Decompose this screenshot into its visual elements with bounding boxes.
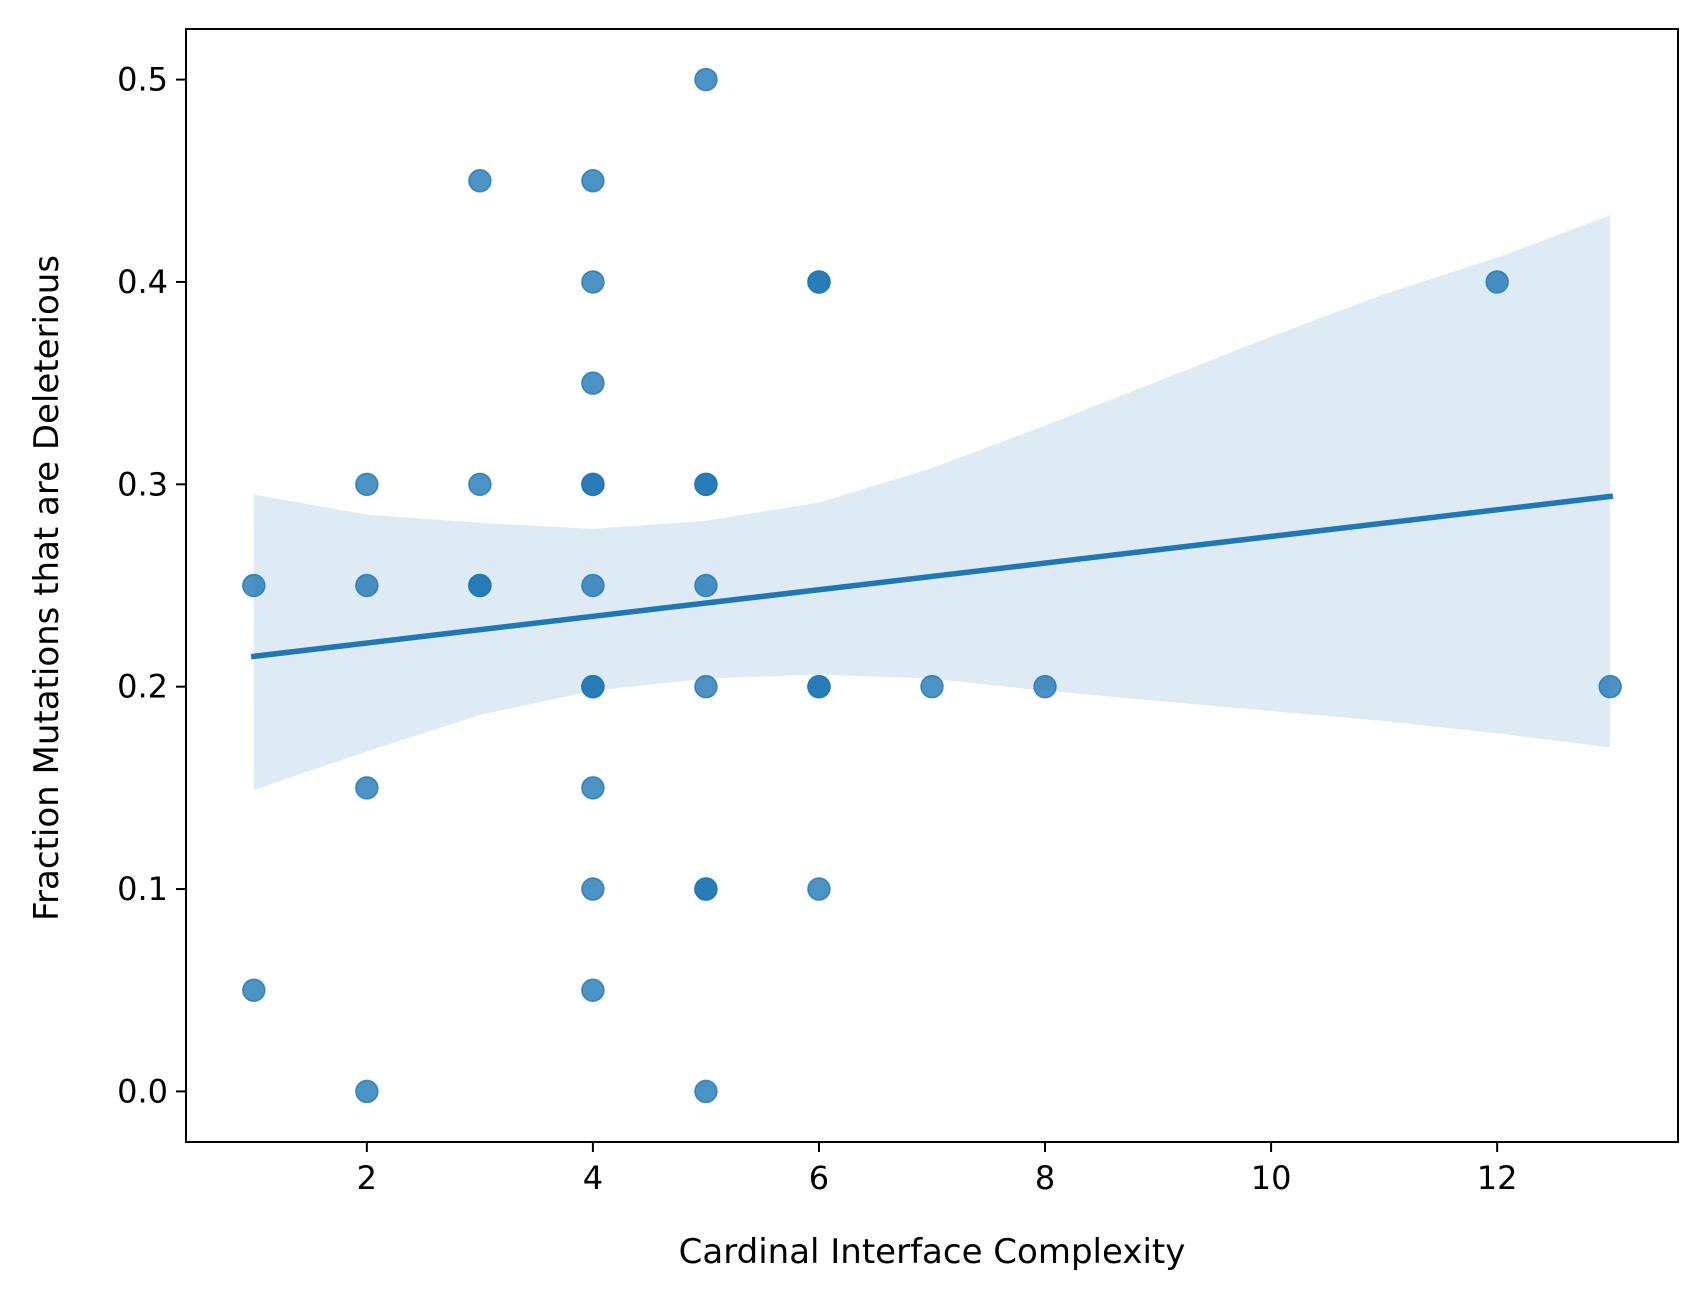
scatter-point (242, 978, 266, 1002)
scatter-point (468, 472, 492, 497)
plot-frame (185, 28, 1679, 1143)
y-axis-label: Fraction Mutations that are Deleterious (27, 255, 67, 921)
y-tick-label: 0.3 (117, 465, 168, 503)
scatter-point (1598, 674, 1622, 699)
scatter-point (1485, 270, 1509, 294)
scatter-point (468, 169, 492, 193)
x-tick-label: 12 (1477, 1159, 1518, 1197)
x-axis: 2 4 6 8 10 12 (357, 1142, 1518, 1197)
scatter-point (807, 270, 831, 294)
scatter-point (694, 67, 718, 92)
x-tick-label: 6 (809, 1159, 829, 1197)
y-tick-label: 0.2 (117, 668, 168, 706)
regression-line (250, 493, 1614, 660)
y-tick-label: 0.5 (117, 61, 168, 99)
scatter-point (694, 1079, 718, 1104)
scatter-point (807, 877, 831, 901)
scatter-point (694, 674, 718, 699)
scatter-point (242, 573, 266, 598)
x-axis-label: Cardinal Interface Complexity (679, 1232, 1186, 1272)
regression-line-layer (250, 493, 1614, 660)
x-tick-label: 8 (1035, 1159, 1055, 1197)
points-layer (242, 67, 1622, 1104)
y-tick-label: 0.0 (117, 1072, 168, 1110)
scatter-point (581, 877, 605, 901)
x-tick-label: 2 (357, 1159, 377, 1197)
scatter-point (468, 573, 492, 598)
confidence-band (253, 215, 1611, 790)
scatter-point (694, 573, 718, 598)
scatter-point (355, 472, 379, 497)
scatter-point (807, 674, 831, 699)
y-axis: 0.0 0.1 0.2 0.3 0.4 0.5 (117, 61, 186, 1110)
scatter-point (581, 270, 605, 294)
scatter-point (355, 573, 379, 598)
scatter-point (1033, 674, 1057, 699)
scatter-point (355, 776, 379, 800)
x-tick-label: 4 (583, 1159, 603, 1197)
scatter-point (581, 978, 605, 1002)
confidence-band-layer (253, 215, 1611, 790)
scatter-point (694, 877, 718, 901)
scatter-point (581, 674, 605, 699)
scatter-point (694, 472, 718, 497)
x-tick-label: 10 (1251, 1159, 1292, 1197)
scatter-point (581, 472, 605, 497)
scatter-point (920, 674, 944, 699)
scatter-point (581, 776, 605, 800)
scatter-point (355, 1079, 379, 1104)
scatter-point (581, 573, 605, 598)
scatter-point (581, 169, 605, 193)
scatter-point (581, 371, 605, 395)
y-tick-label: 0.1 (117, 870, 168, 908)
y-tick-label: 0.4 (117, 263, 168, 301)
